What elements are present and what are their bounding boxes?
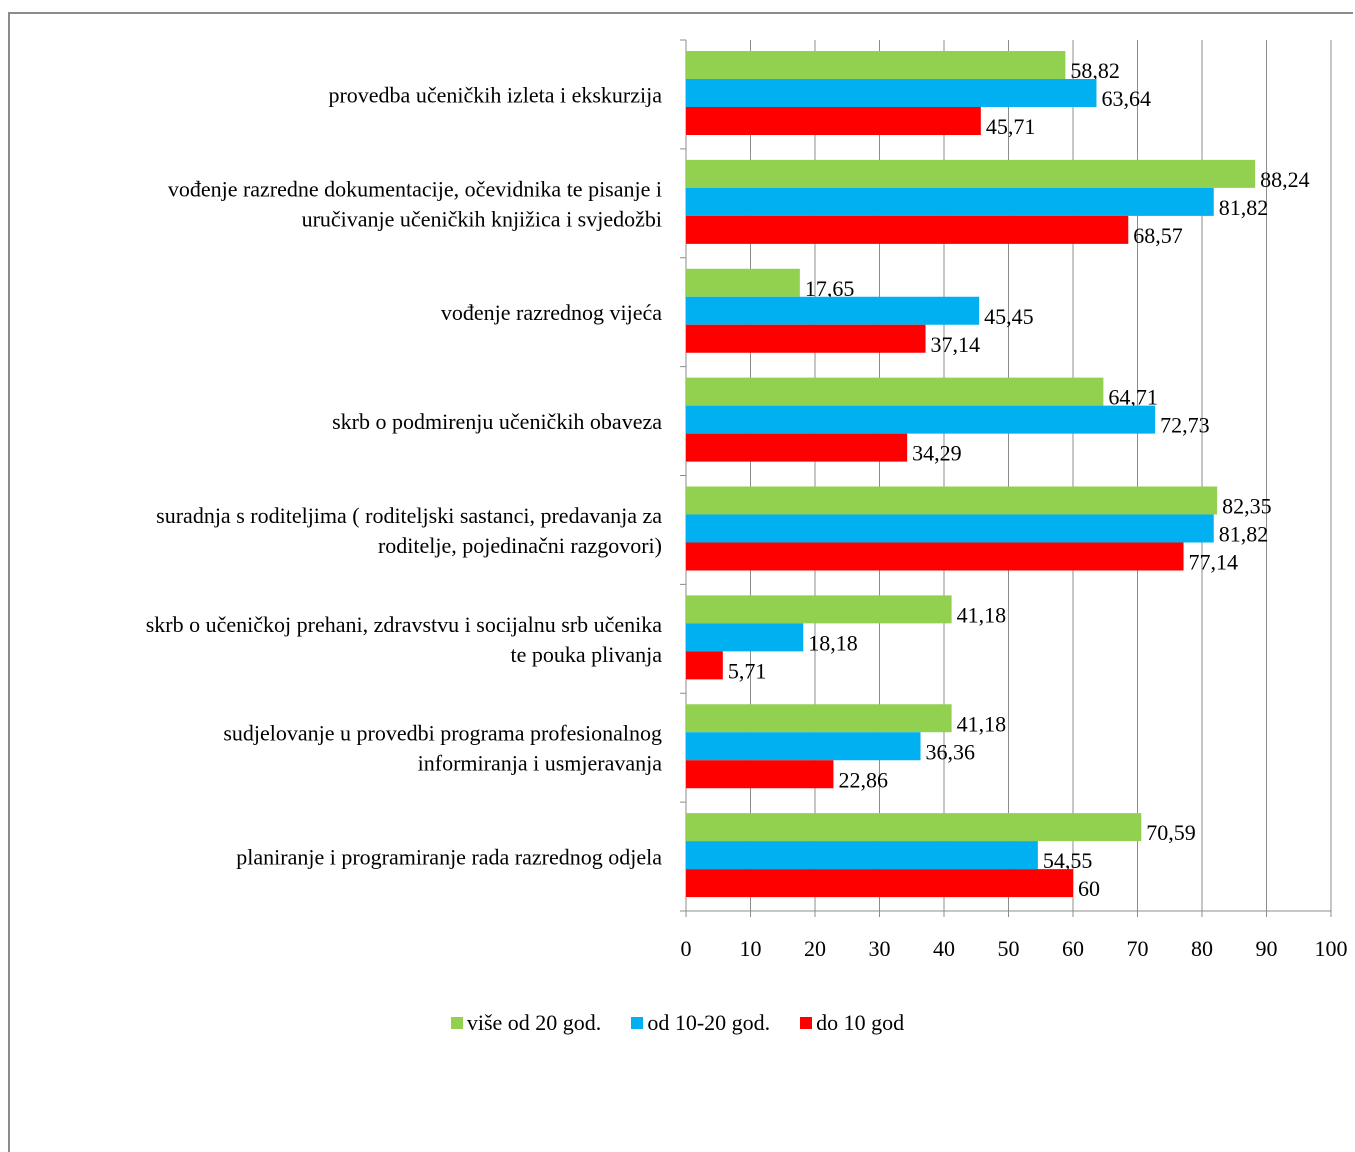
data-label-s2-c4: 72,73	[1160, 413, 1210, 438]
x-tick-label-50: 50	[998, 936, 1020, 961]
legend-label-series-1: više od 20 god.	[466, 1010, 602, 1035]
category-label-1: provedba učeničkih izleta i ekskurzija	[328, 82, 662, 107]
bar-s3-c2	[686, 215, 1129, 244]
x-tick-label-80: 80	[1191, 936, 1213, 961]
x-tick-label-60: 60	[1062, 936, 1084, 961]
data-label-s1-c5: 82,35	[1222, 494, 1272, 519]
bar-s2-c8	[686, 841, 1038, 870]
bar-s1-c3	[686, 268, 800, 297]
data-label-s1-c8: 70,59	[1146, 820, 1196, 845]
legend-label-series-2: od 10-20 god.	[647, 1010, 771, 1035]
bar-s1-c5	[686, 486, 1218, 515]
x-tick-label-90: 90	[1256, 936, 1278, 961]
data-label-s3-c1: 45,71	[986, 114, 1036, 139]
data-label-s3-c7: 22,86	[838, 767, 888, 792]
data-label-s2-c3: 45,45	[984, 304, 1034, 329]
x-tick-label-70: 70	[1127, 936, 1149, 961]
x-tick-label-100: 100	[1315, 936, 1348, 961]
data-label-s1-c2: 88,24	[1260, 167, 1310, 192]
bar-s3-c4	[686, 433, 908, 462]
category-label-5: roditelje, pojedinačni razgovori)	[378, 533, 662, 558]
bar-s2-c2	[686, 187, 1214, 216]
category-label-2: vođenje razredne dokumentacije, očevidni…	[168, 176, 662, 201]
data-label-s3-c2: 68,57	[1133, 223, 1183, 248]
category-label-7: informiranja i usmjeravanja	[418, 751, 663, 776]
bar-s1-c6	[686, 595, 952, 624]
category-label-6: skrb o učeničkoj prehani, zdravstvu i so…	[146, 612, 662, 637]
bar-s3-c1	[686, 107, 981, 135]
legend-item-series-2: od 10-20 god.	[631, 1010, 770, 1036]
category-label-8: planiranje i programiranje rada razredno…	[236, 845, 662, 870]
bar-s2-c6	[686, 623, 804, 652]
data-label-s1-c7: 41,18	[957, 711, 1007, 736]
bar-s1-c1	[686, 51, 1066, 79]
data-label-s1-c6: 41,18	[957, 602, 1007, 627]
legend-label-series-3: do 10 god	[816, 1010, 905, 1035]
category-label-3: vođenje razrednog vijeća	[441, 300, 662, 325]
chart-frame	[8, 12, 1353, 1152]
legend-item-series-3: do 10 god	[800, 1010, 904, 1036]
bar-s2-c4	[686, 405, 1156, 434]
bar-s2-c3	[686, 296, 980, 325]
bar-s1-c4	[686, 377, 1104, 406]
bar-s2-c7	[686, 732, 921, 761]
legend-swatch-series-1	[450, 1017, 463, 1029]
bar-s3-c7	[686, 760, 834, 789]
data-label-s1-c3: 17,65	[805, 276, 855, 301]
data-label-s1-c1: 58,82	[1070, 58, 1120, 83]
data-label-s3-c4: 34,29	[912, 441, 962, 466]
bar-s3-c6	[686, 651, 723, 680]
category-label-7: sudjelovanje u provedbi programa profesi…	[223, 721, 662, 746]
x-tick-label-10: 10	[740, 936, 762, 961]
bar-s3-c8	[686, 869, 1073, 898]
legend: više od 20 god. od 10-20 god. do 10 god	[0, 1010, 1355, 1036]
bar-s1-c2	[686, 159, 1256, 188]
bar-s3-c5	[686, 542, 1184, 571]
x-tick-label-20: 20	[804, 936, 826, 961]
x-tick-label-0: 0	[681, 936, 692, 961]
legend-item-series-1: više od 20 god.	[450, 1010, 602, 1036]
data-label-s3-c8: 60	[1078, 876, 1100, 901]
bar-s3-c3	[686, 324, 926, 353]
bar-s2-c5	[686, 514, 1214, 543]
category-label-6: te pouka plivanja	[510, 642, 662, 667]
data-label-s3-c3: 37,14	[931, 332, 981, 357]
data-label-s2-c6: 18,18	[808, 630, 858, 655]
data-label-s3-c5: 77,14	[1189, 550, 1239, 575]
data-label-s2-c1: 63,64	[1101, 86, 1151, 111]
category-label-2: uručivanje učeničkih knjižica i svjedožb…	[302, 206, 662, 231]
data-label-s2-c8: 54,55	[1043, 848, 1093, 873]
category-label-5: suradnja s roditeljima ( roditeljski sas…	[156, 503, 662, 528]
bar-s1-c7	[686, 704, 952, 733]
data-label-s3-c6: 5,71	[728, 658, 767, 683]
x-tick-label-40: 40	[933, 936, 955, 961]
data-label-s2-c2: 81,82	[1219, 195, 1269, 220]
x-tick-label-30: 30	[869, 936, 891, 961]
data-label-s2-c5: 81,82	[1219, 522, 1269, 547]
bar-s1-c8	[686, 813, 1142, 842]
bar-s2-c1	[686, 79, 1097, 107]
category-label-4: skrb o podmirenju učeničkih obaveza	[332, 409, 662, 434]
legend-swatch-series-2	[631, 1017, 644, 1029]
data-label-s1-c4: 64,71	[1108, 385, 1158, 410]
data-label-s2-c7: 36,36	[926, 739, 976, 764]
legend-swatch-series-3	[800, 1017, 813, 1029]
